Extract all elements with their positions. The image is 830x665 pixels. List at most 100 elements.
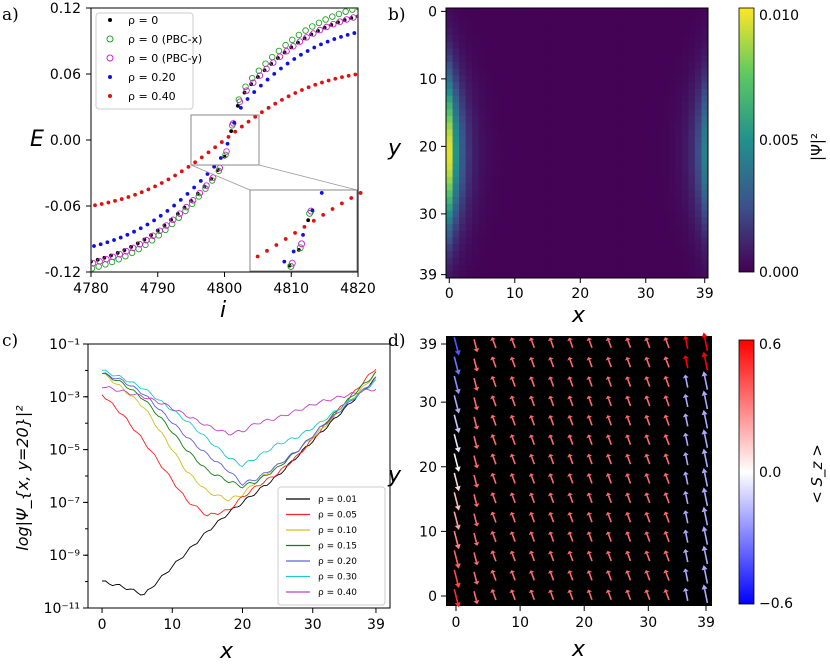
spin-arrowhead [701, 487, 708, 493]
heatmap-cell [583, 48, 591, 56]
heatmap-cell [498, 82, 506, 90]
heatmap-cell [694, 217, 702, 225]
heatmap-cell [524, 55, 532, 63]
heatmap-cell [511, 75, 519, 83]
heatmap-cell [550, 217, 558, 225]
spin-arrow [511, 572, 516, 581]
spin-arrowhead [586, 395, 593, 400]
heatmap-cell [518, 217, 525, 225]
heatmap-cell [694, 82, 702, 90]
heatmap-cell [544, 102, 552, 110]
heatmap-cell [570, 8, 578, 16]
heatmap-cell [563, 14, 571, 22]
spin-arrow [703, 492, 709, 507]
heatmap-cell [675, 89, 683, 97]
heatmap-cell [596, 163, 604, 171]
heatmap-cell [675, 21, 683, 29]
heatmap-cell [537, 28, 545, 36]
heatmap-cell [655, 163, 663, 171]
heatmap-cell [498, 244, 506, 252]
c-xtick-label: 39 [367, 617, 385, 633]
heatmap-cell [544, 75, 552, 83]
heatmap-cell [485, 251, 493, 259]
heatmap-cell [563, 41, 571, 49]
heatmap-cell [452, 35, 460, 43]
heatmap-cell [485, 143, 493, 151]
heatmap-cell [616, 257, 624, 265]
spin-arrow [607, 591, 612, 601]
heatmap-cell [485, 48, 493, 56]
d-xtick-label: 0 [452, 615, 461, 631]
heatmap-cell [511, 89, 519, 97]
heatmap-cell [583, 197, 591, 205]
heatmap-cell [662, 95, 670, 103]
heatmap-cell [668, 224, 676, 232]
heatmap-cell [662, 210, 670, 218]
heatmap-cell [465, 82, 473, 90]
heatmap-cell [491, 109, 499, 117]
heatmap-cell [583, 89, 591, 97]
heatmap-cell [662, 8, 670, 16]
heatmap-cell [609, 122, 617, 130]
heatmap-cell [491, 190, 499, 198]
spin-arrowhead [567, 589, 573, 594]
heatmap-cell [655, 203, 663, 211]
heatmap-cell [655, 217, 663, 225]
a-point [215, 167, 223, 175]
a-point [146, 187, 151, 192]
heatmap-cell [655, 224, 663, 232]
heatmap-cell [498, 35, 506, 43]
heatmap-cell [459, 41, 467, 49]
a-point [286, 94, 291, 99]
spin-arrow [492, 378, 497, 388]
c-series-line [101, 386, 377, 436]
spin-arrow [530, 456, 536, 465]
heatmap-cell [459, 21, 467, 29]
heatmap-cell [629, 122, 637, 130]
heatmap-cell [668, 8, 676, 16]
spin-arrow [569, 591, 574, 601]
heatmap-cell [498, 237, 506, 245]
a-point [219, 140, 224, 144]
spin-arrowhead [682, 510, 689, 515]
heatmap-cell [688, 109, 696, 117]
heatmap-cell [590, 149, 598, 157]
spin-arrow [646, 436, 651, 446]
heatmap-cell [694, 102, 702, 110]
heatmap-cell [622, 116, 630, 124]
a-point [319, 42, 323, 47]
heatmap-cell [596, 95, 604, 103]
heatmap-cell [668, 55, 676, 63]
spin-arrowhead [509, 337, 516, 342]
heatmap-cell [662, 197, 670, 205]
heatmap-cell [557, 109, 565, 117]
heatmap-cell [557, 89, 565, 97]
heatmap-cell [557, 237, 565, 245]
heatmap-cell [518, 75, 525, 83]
heatmap-cell [583, 55, 591, 63]
heatmap-cell [446, 237, 453, 245]
heatmap-cell [524, 156, 532, 164]
spin-arrow [473, 532, 478, 543]
heatmap-cell [563, 230, 571, 238]
heatmap-cell [511, 217, 519, 225]
heatmap-cell [694, 190, 702, 198]
heatmap-cell [563, 217, 571, 225]
b-ytick-label: 30 [419, 207, 437, 223]
heatmap-cell [452, 170, 460, 178]
heatmap-cell [557, 149, 565, 157]
heatmap-cell [446, 21, 453, 29]
a-point [279, 66, 283, 71]
heatmap-cell [662, 21, 670, 29]
heatmap-cell [596, 210, 604, 218]
heatmap-cell [531, 197, 539, 205]
heatmap-cell [609, 203, 617, 211]
heatmap-cell [544, 210, 552, 218]
heatmap-cell [518, 102, 525, 110]
heatmap-cell [596, 143, 604, 151]
heatmap-cell [622, 183, 630, 191]
heatmap-cell [583, 109, 591, 117]
heatmap-cell [668, 41, 676, 49]
heatmap-cell [609, 163, 617, 171]
heatmap-cell [537, 14, 545, 22]
